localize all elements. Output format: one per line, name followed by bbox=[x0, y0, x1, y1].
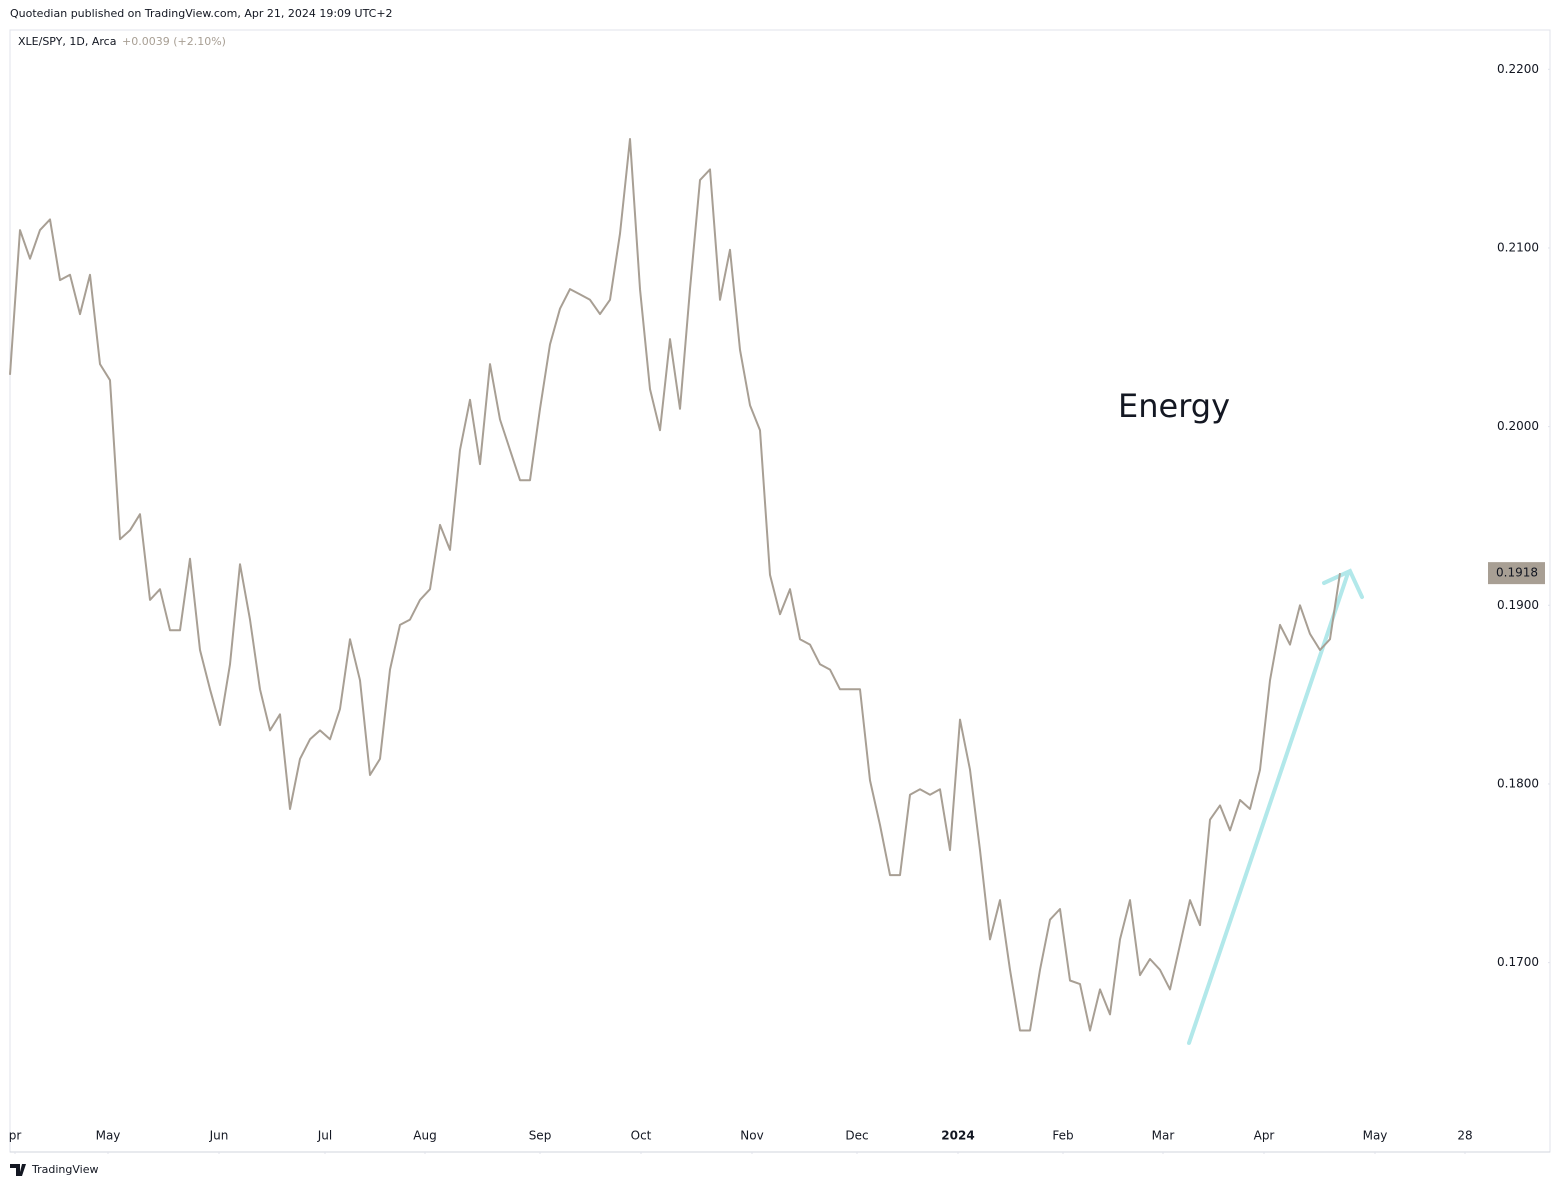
x-tick-label: Aug bbox=[413, 1129, 436, 1143]
symbol: XLE/SPY, 1D, Arca bbox=[18, 35, 116, 48]
arrow bbox=[1187, 568, 1364, 1045]
plot-frame bbox=[9, 29, 1551, 1153]
x-tick-label: Dec bbox=[845, 1129, 868, 1143]
x-tick-label: Oct bbox=[631, 1129, 652, 1143]
price-line bbox=[9, 138, 1341, 1032]
y-tick-label: 0.1900 bbox=[1497, 598, 1539, 612]
y-tick-label: 0.1800 bbox=[1497, 776, 1539, 790]
y-tick-label: 0.1700 bbox=[1497, 955, 1539, 969]
x-tick-label: Jul bbox=[317, 1129, 332, 1143]
brand: TradingView bbox=[10, 1163, 98, 1176]
x-tick-label: May bbox=[1363, 1129, 1388, 1143]
annotation: Energy bbox=[1118, 387, 1230, 425]
y-tick-label: 0.2000 bbox=[1497, 419, 1539, 433]
x-tick-label: Mar bbox=[1152, 1129, 1175, 1143]
change: +0.0039 (+2.10%) bbox=[122, 35, 226, 48]
x-tick-label: 28 bbox=[1457, 1129, 1472, 1143]
x-tick-label: Sep bbox=[529, 1129, 552, 1143]
brand-text: TradingView bbox=[31, 1163, 98, 1176]
x-tick-label: Feb bbox=[1052, 1129, 1073, 1143]
y-tick-label: 0.2100 bbox=[1497, 240, 1539, 254]
x-tick-label: May bbox=[96, 1129, 121, 1143]
last-price-label: 0.1918 bbox=[1496, 566, 1538, 580]
x-tick-label: Jun bbox=[209, 1129, 229, 1143]
x-tick-label: Apr bbox=[1254, 1129, 1275, 1143]
y-tick-label: 0.2200 bbox=[1497, 62, 1539, 76]
x-tick-label: pr bbox=[9, 1129, 22, 1143]
last-price-box bbox=[1488, 562, 1545, 585]
x-tick-label: Nov bbox=[740, 1129, 763, 1143]
publisher: Quotedian published on TradingView.com, … bbox=[10, 7, 393, 20]
x-tick-label: 2024 bbox=[941, 1129, 974, 1143]
